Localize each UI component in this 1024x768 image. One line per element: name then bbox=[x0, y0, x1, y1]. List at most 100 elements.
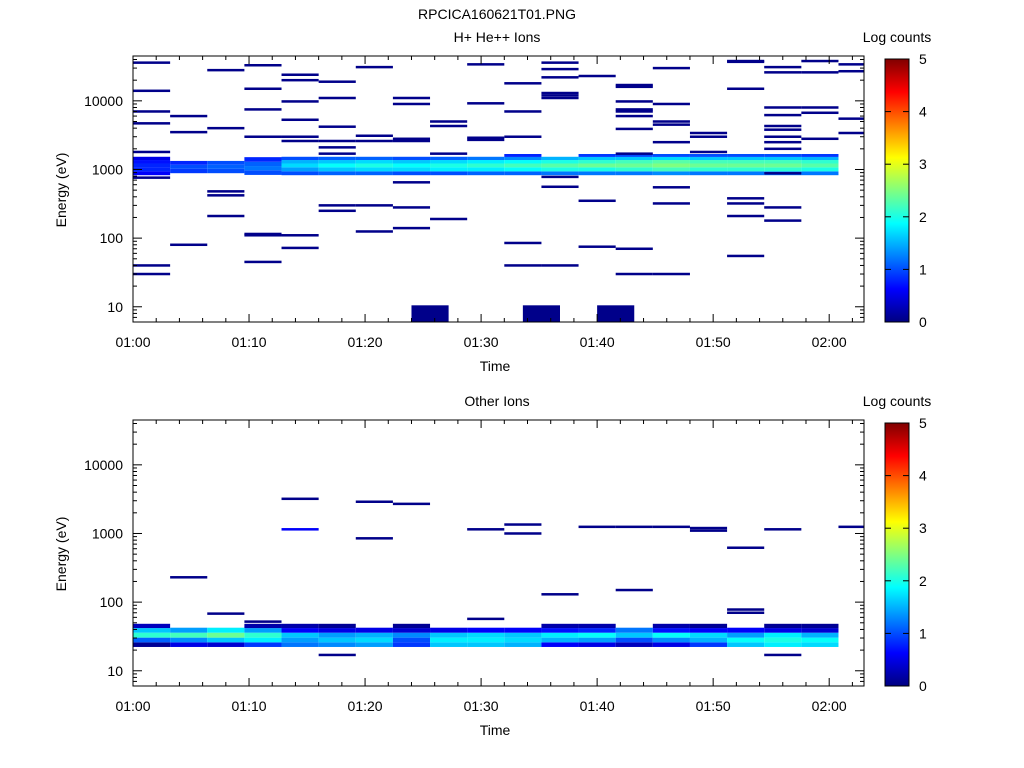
heatmap-cell bbox=[207, 612, 245, 615]
heatmap-cell bbox=[355, 642, 393, 647]
heatmap-cell bbox=[838, 63, 864, 66]
heatmap-cell bbox=[578, 199, 616, 203]
heatmap-cell bbox=[801, 160, 839, 164]
heatmap-cell bbox=[467, 642, 505, 647]
heatmap-cell bbox=[504, 632, 542, 638]
heatmap-cell bbox=[801, 156, 839, 161]
heatmap-cell bbox=[727, 154, 765, 157]
heatmap-cell bbox=[727, 611, 765, 615]
spectrogram-cells bbox=[133, 497, 864, 657]
heatmap-cell bbox=[430, 632, 468, 638]
heatmap-cell bbox=[615, 627, 653, 633]
heatmap-cell bbox=[615, 110, 653, 113]
heatmap-cell bbox=[615, 156, 653, 161]
heatmap-cell bbox=[652, 66, 690, 70]
heatmap-cell bbox=[652, 272, 690, 276]
heatmap-cell bbox=[801, 628, 839, 633]
heatmap-cell bbox=[281, 528, 319, 531]
heatmap-cell bbox=[281, 100, 319, 103]
heatmap-cell bbox=[615, 152, 653, 155]
heatmap-cell bbox=[652, 163, 690, 168]
colorbar-tick-label: 3 bbox=[919, 520, 927, 536]
heatmap-cell bbox=[281, 642, 319, 647]
heatmap-cell bbox=[133, 89, 171, 93]
heatmap-cell bbox=[652, 120, 690, 123]
heatmap-cell bbox=[318, 623, 356, 629]
heatmap-cell bbox=[652, 156, 690, 161]
heatmap-cell bbox=[615, 154, 653, 157]
heatmap-cell bbox=[504, 264, 542, 267]
colorbar-tick-label: 5 bbox=[919, 51, 927, 67]
heatmap-cell bbox=[689, 154, 728, 157]
heatmap-cell bbox=[578, 171, 616, 176]
heatmap-cell bbox=[133, 623, 171, 629]
heatmap-cell bbox=[615, 114, 653, 118]
heatmap-cell bbox=[392, 623, 431, 629]
page-title: RPCICA160621T01.PNG bbox=[418, 6, 576, 22]
heatmap-cell bbox=[207, 627, 245, 633]
heatmap-cell bbox=[281, 156, 319, 161]
y-tick-label: 10 bbox=[107, 663, 123, 679]
heatmap-cell bbox=[541, 593, 579, 596]
x-axis-label: Time bbox=[480, 722, 511, 738]
heatmap-cell bbox=[615, 637, 653, 643]
x-tick-label: 01:20 bbox=[348, 698, 383, 714]
colorbar-gradient bbox=[884, 422, 910, 687]
heatmap-cell bbox=[652, 123, 690, 126]
heatmap-cell bbox=[318, 628, 356, 633]
heatmap-cell bbox=[615, 85, 653, 89]
heatmap-cell bbox=[318, 156, 356, 161]
heatmap-cell bbox=[801, 167, 839, 172]
heatmap-cell bbox=[801, 106, 839, 109]
heatmap-cell bbox=[727, 202, 765, 205]
heatmap-cell bbox=[430, 637, 468, 643]
y-tick-label: 10 bbox=[107, 299, 123, 315]
heatmap-cell bbox=[355, 230, 393, 233]
heatmap-cell bbox=[504, 642, 542, 647]
heatmap-cell bbox=[541, 76, 579, 79]
heatmap-cell bbox=[689, 171, 728, 176]
heatmap-cell bbox=[318, 80, 356, 83]
heatmap-cell bbox=[355, 537, 393, 540]
heatmap-cell bbox=[541, 67, 579, 71]
heatmap-cell bbox=[615, 642, 653, 647]
heatmap-cell bbox=[467, 627, 505, 633]
y-tick-label: 10000 bbox=[84, 457, 123, 473]
heatmap-cell bbox=[541, 623, 579, 629]
colorbar-tick-label: 0 bbox=[919, 678, 927, 694]
heatmap-cell bbox=[133, 264, 171, 267]
heatmap-cell bbox=[244, 620, 282, 623]
heatmap-cell bbox=[281, 632, 319, 638]
colorbar-tick-label: 5 bbox=[919, 415, 927, 431]
heatmap-cell bbox=[355, 627, 393, 633]
heatmap-cell bbox=[170, 130, 208, 134]
heatmap-cell bbox=[541, 642, 579, 647]
heatmap-cell bbox=[578, 628, 616, 633]
heatmap-cell bbox=[318, 152, 356, 155]
axes: 01:00 01:10 01:20 01:30 01:40 01:50 02:00 10 100… bbox=[84, 55, 865, 350]
heatmap-cell bbox=[133, 150, 171, 154]
heatmap-cell bbox=[504, 637, 542, 643]
heatmap-cell bbox=[318, 125, 356, 128]
heatmap-cell bbox=[281, 171, 319, 176]
heatmap-cell bbox=[170, 627, 208, 633]
heatmap-cell bbox=[764, 128, 802, 131]
heatmap-cell bbox=[764, 642, 802, 647]
heatmap-cell bbox=[689, 628, 728, 633]
heatmap-cell bbox=[244, 232, 282, 236]
heatmap-cell bbox=[207, 190, 245, 193]
heatmap-cell bbox=[355, 204, 393, 207]
heatmap-cell bbox=[764, 637, 802, 643]
heatmap-cell bbox=[727, 87, 765, 91]
heatmap-cell bbox=[801, 637, 839, 643]
heatmap-cell bbox=[689, 150, 728, 154]
heatmap-cell bbox=[133, 160, 171, 164]
plot-frame bbox=[132, 55, 865, 323]
heatmap-cell bbox=[801, 111, 839, 115]
heatmap-cell bbox=[133, 642, 171, 647]
heatmap-cell bbox=[504, 163, 542, 168]
heatmap-cell bbox=[652, 186, 690, 189]
heatmap-cell bbox=[207, 642, 245, 647]
y-tick-label: 100 bbox=[100, 594, 124, 610]
heatmap-cell bbox=[244, 628, 282, 633]
